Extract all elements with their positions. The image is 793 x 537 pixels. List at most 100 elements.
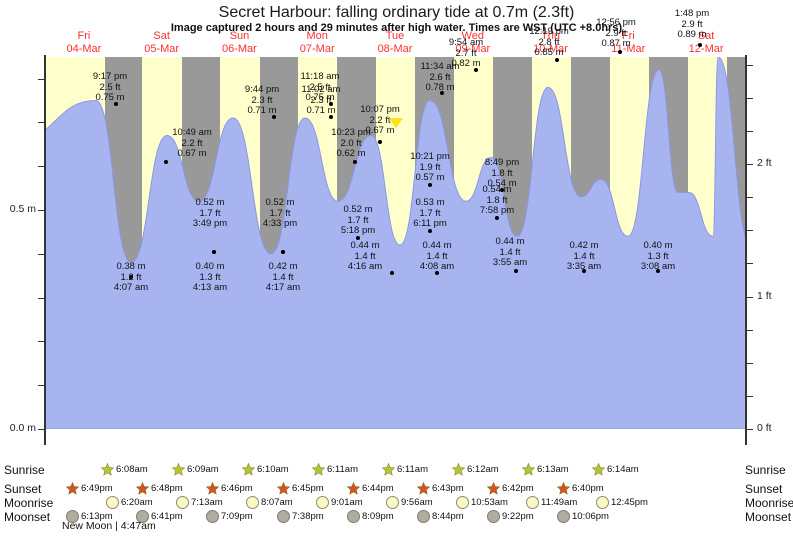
tide-label-low: 0.42 m 1.4 ft 3:35 am: [539, 240, 629, 273]
tide-label-m: 0.78 m: [425, 82, 455, 93]
tide-extreme-dot: [618, 50, 622, 54]
sunrise-event: 6:11am: [311, 462, 358, 476]
sunset-event: 6:44pm: [346, 481, 394, 495]
tide-label-m: 0.71 m: [247, 105, 277, 116]
tide-label-m: 0.52 m: [343, 204, 373, 215]
sunset-star-icon: [65, 481, 80, 495]
tide-water-curve: [45, 57, 745, 429]
day-weekday: Sat: [697, 30, 715, 42]
tide-label-high: 10:23 pm 2.0 ft 0.62 m: [306, 127, 396, 160]
sunset-event: 6:43pm: [416, 481, 464, 495]
axis-tick: [747, 164, 753, 165]
moonset-icon: [417, 510, 430, 523]
tide-label-time: 3:55 am: [492, 257, 528, 268]
axis-tick: [38, 210, 44, 211]
sunset-time: 6:48pm: [151, 483, 183, 494]
moonset-time: 8:44pm: [432, 511, 464, 522]
sunrise-time: 6:09am: [187, 464, 219, 475]
moonrise-event: 12:45pm: [596, 496, 648, 509]
tide-extreme-dot: [656, 269, 660, 273]
sunset-event: 6:46pm: [205, 481, 253, 495]
tide-label-m: 0.57 m: [415, 172, 445, 183]
tide-extreme-dot: [428, 229, 432, 233]
tide-label-m: 0.62 m: [336, 148, 366, 159]
axis-tick: [38, 429, 44, 430]
tide-label-high: 12:56 pm 2.9 ft 0.87 m: [571, 17, 661, 50]
tide-label-time: 4:13 am: [192, 282, 228, 293]
day-weekday: Sun: [229, 30, 250, 42]
tide-label-high: 10:07 pm 2.2 ft 0.67 m: [335, 104, 425, 137]
tide-label-m: 0.75 m: [95, 92, 125, 103]
sunset-star-icon: [556, 481, 571, 495]
tide-extreme-dot: [500, 188, 504, 192]
tide-label-ft: 1.4 ft: [426, 250, 448, 262]
moonrise-time: 10:53am: [471, 497, 508, 508]
tide-label-m: 0.85 m: [534, 47, 564, 58]
moonrise-event: 10:53am: [456, 496, 508, 509]
tide-extreme-dot: [390, 271, 394, 275]
moonrise-time: 6:20am: [121, 497, 153, 508]
moonset-icon: [277, 510, 290, 523]
sunrise-event: 6:11am: [381, 462, 428, 476]
tide-label-ft: 2.7 ft: [455, 47, 477, 59]
moonset-time: 7:09pm: [221, 511, 253, 522]
axis-tick: [38, 166, 44, 167]
tide-label-ft: 1.3 ft: [199, 271, 221, 283]
tide-label-time: 11:34 am: [420, 61, 460, 72]
tide-label-time: 6:11 pm: [413, 218, 447, 229]
tide-label-m: 0.82 m: [451, 58, 481, 69]
moonrise-time: 12:45pm: [611, 497, 648, 508]
tide-label-time: 4:16 am: [347, 261, 383, 272]
tide-label-ft: 1.4 ft: [354, 250, 376, 262]
day-date: 09-Mar: [455, 43, 491, 55]
sunset-star-icon: [205, 481, 220, 495]
day-date: 07-Mar: [299, 43, 335, 55]
tide-label-m: 0.44 m: [350, 240, 380, 251]
sunrise-time: 6:11am: [327, 464, 358, 475]
tide-label-low: 0.52 m 1.7 ft 3:49 pm: [165, 197, 255, 230]
tide-extreme-dot: [378, 140, 382, 144]
sunset-event: 6:45pm: [276, 481, 324, 495]
tide-label-ft: 1.7 ft: [419, 207, 441, 219]
tide-label-ft: 1.8 ft: [491, 167, 513, 179]
moonset-icon: [487, 510, 500, 523]
tide-extreme-dot: [495, 216, 499, 220]
axis-tick: [38, 298, 44, 299]
tide-label-m: 0.52 m: [265, 197, 295, 208]
axis-tick: [747, 396, 753, 397]
sunrise-time: 6:14am: [607, 464, 639, 475]
moonrise-time: 8:07am: [261, 497, 293, 508]
day-header-12-mar: Sat 12-Mar: [667, 30, 745, 56]
moonrise-time: 11:49am: [541, 497, 578, 508]
sunset-time: 6:49pm: [81, 483, 113, 494]
moonset-time: 6:13pm: [81, 511, 113, 522]
tide-label-ft: 1.4 ft: [573, 250, 595, 262]
row-label-moonset-right: Moonset: [745, 510, 792, 524]
sunset-time: 6:45pm: [292, 483, 324, 494]
day-header-05-mar: Sat 05-Mar: [123, 30, 201, 56]
axis-tick-label: 0.0 m: [9, 422, 36, 434]
moonrise-event: 6:20am: [106, 496, 153, 509]
tide-label-time: 4:07 am: [113, 282, 149, 293]
day-weekday: Fri: [77, 30, 91, 42]
sunset-event: 6:42pm: [486, 481, 534, 495]
axis-tick: [747, 363, 753, 364]
tide-extreme-dot: [329, 115, 333, 119]
tide-label-m: 0.40 m: [643, 240, 673, 251]
tide-label-ft: 1.8 ft: [486, 194, 508, 206]
sunset-time: 6:42pm: [502, 483, 534, 494]
sunrise-event: 6:08am: [100, 462, 148, 476]
tide-label-high: 12:19 pm 2.8 ft 0.85 m: [504, 26, 594, 59]
tide-label-m: 0.75 m: [305, 92, 335, 103]
tide-label-low: 0.42 m 1.4 ft 4:17 am: [238, 261, 328, 294]
tide-label-time: 10:21 pm: [410, 151, 450, 162]
axis-tick: [747, 297, 753, 298]
tide-extreme-dot: [281, 250, 285, 254]
sunrise-event: 6:10am: [241, 462, 289, 476]
moonset-event: 8:44pm: [417, 510, 464, 523]
tide-extreme-dot: [353, 160, 357, 164]
tide-label-ft: 2.8 ft: [538, 36, 560, 48]
axis-tick: [747, 65, 753, 66]
axis-tick-label: 2 ft: [757, 157, 772, 169]
axis-tick-label: 0 ft: [757, 422, 772, 434]
